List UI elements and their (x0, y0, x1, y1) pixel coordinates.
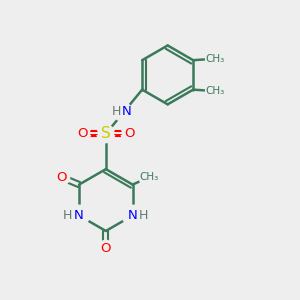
Circle shape (206, 81, 225, 101)
Circle shape (122, 205, 143, 226)
Text: S: S (101, 126, 111, 141)
Circle shape (98, 240, 114, 257)
Circle shape (53, 169, 70, 185)
Text: N: N (74, 209, 84, 222)
Text: CH₃: CH₃ (206, 54, 225, 64)
Circle shape (121, 126, 138, 142)
Text: O: O (77, 127, 88, 140)
Text: H: H (111, 105, 121, 118)
Text: N: N (128, 209, 137, 222)
Text: CH₃: CH₃ (139, 172, 158, 182)
Text: H: H (139, 209, 148, 222)
Text: O: O (100, 242, 111, 255)
Circle shape (206, 49, 225, 68)
Text: =: = (89, 127, 99, 140)
Text: H: H (63, 209, 73, 222)
Text: CH₃: CH₃ (206, 86, 225, 96)
Text: =: = (113, 127, 122, 140)
Circle shape (113, 102, 132, 121)
Circle shape (74, 126, 91, 142)
Circle shape (97, 125, 115, 142)
Circle shape (69, 205, 89, 226)
Text: O: O (56, 171, 67, 184)
Text: O: O (124, 127, 135, 140)
Text: N: N (122, 105, 132, 118)
Circle shape (139, 167, 158, 187)
